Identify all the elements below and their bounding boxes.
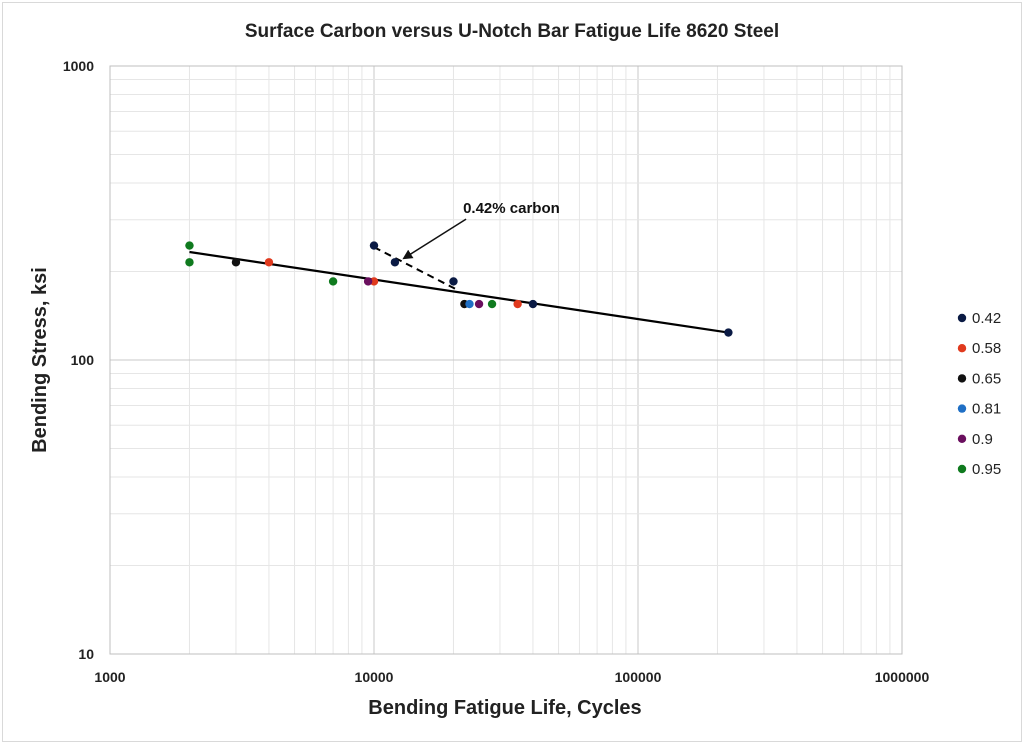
annotation-label: 0.42% carbon: [463, 200, 560, 217]
data-point: [724, 328, 733, 337]
legend-marker: [957, 464, 967, 474]
data-point: [513, 299, 522, 309]
legend-marker: [957, 344, 967, 353]
data-point: [369, 277, 379, 286]
y-tick-label: 10: [78, 646, 94, 662]
plot-area-border: [109, 65, 903, 655]
data-point: [328, 277, 338, 286]
legend-marker: [957, 434, 967, 443]
data-point: [449, 277, 458, 286]
x-tick-label: 10000: [355, 669, 394, 685]
legend-label: 0.42: [972, 310, 1001, 327]
x-tick-label: 100000: [615, 669, 662, 685]
y-tick-label: 100: [71, 352, 95, 368]
data-point: [231, 258, 241, 267]
y-tick-labels: 10 100 1000: [63, 58, 94, 662]
x-tick-label: 1000000: [875, 669, 930, 685]
x-tick-labels: 1000 10000 100000 1000000: [94, 669, 929, 685]
legend-label: 0.81: [972, 401, 1001, 418]
data-point: [264, 258, 274, 267]
legend-marker: [957, 374, 967, 383]
x-axis-title: Bending Fatigue Life, Cycles: [368, 697, 641, 719]
data-point: [487, 299, 497, 309]
legend-label: 0.9: [972, 431, 993, 448]
data-points: [185, 241, 733, 337]
chart-title: Surface Carbon versus U-Notch Bar Fatigu…: [245, 21, 779, 42]
y-tick-label: 1000: [63, 58, 94, 74]
dashed-trend-0-42: [373, 246, 460, 292]
data-point: [528, 299, 538, 309]
trendline: [189, 250, 729, 334]
legend: 0.42 0.58 0.65 0.81 0.9 0.95: [957, 310, 1001, 478]
legend-label: 0.65: [972, 370, 1001, 387]
x-tick-label: 1000: [94, 669, 125, 685]
legend-label: 0.95: [972, 461, 1001, 478]
data-point: [390, 258, 400, 267]
legend-marker: [957, 404, 967, 413]
gridlines: [110, 66, 902, 654]
data-point: [363, 277, 373, 286]
data-point: [185, 258, 194, 267]
data-point: [465, 299, 474, 309]
legend-marker: [957, 313, 967, 323]
data-point: [474, 299, 484, 309]
legend-label: 0.58: [972, 340, 1001, 357]
y-axis-title: Bending Stress, ksi: [29, 267, 51, 453]
data-point: [185, 241, 194, 250]
data-point: [369, 241, 379, 250]
annotation-arrow: [402, 218, 467, 260]
